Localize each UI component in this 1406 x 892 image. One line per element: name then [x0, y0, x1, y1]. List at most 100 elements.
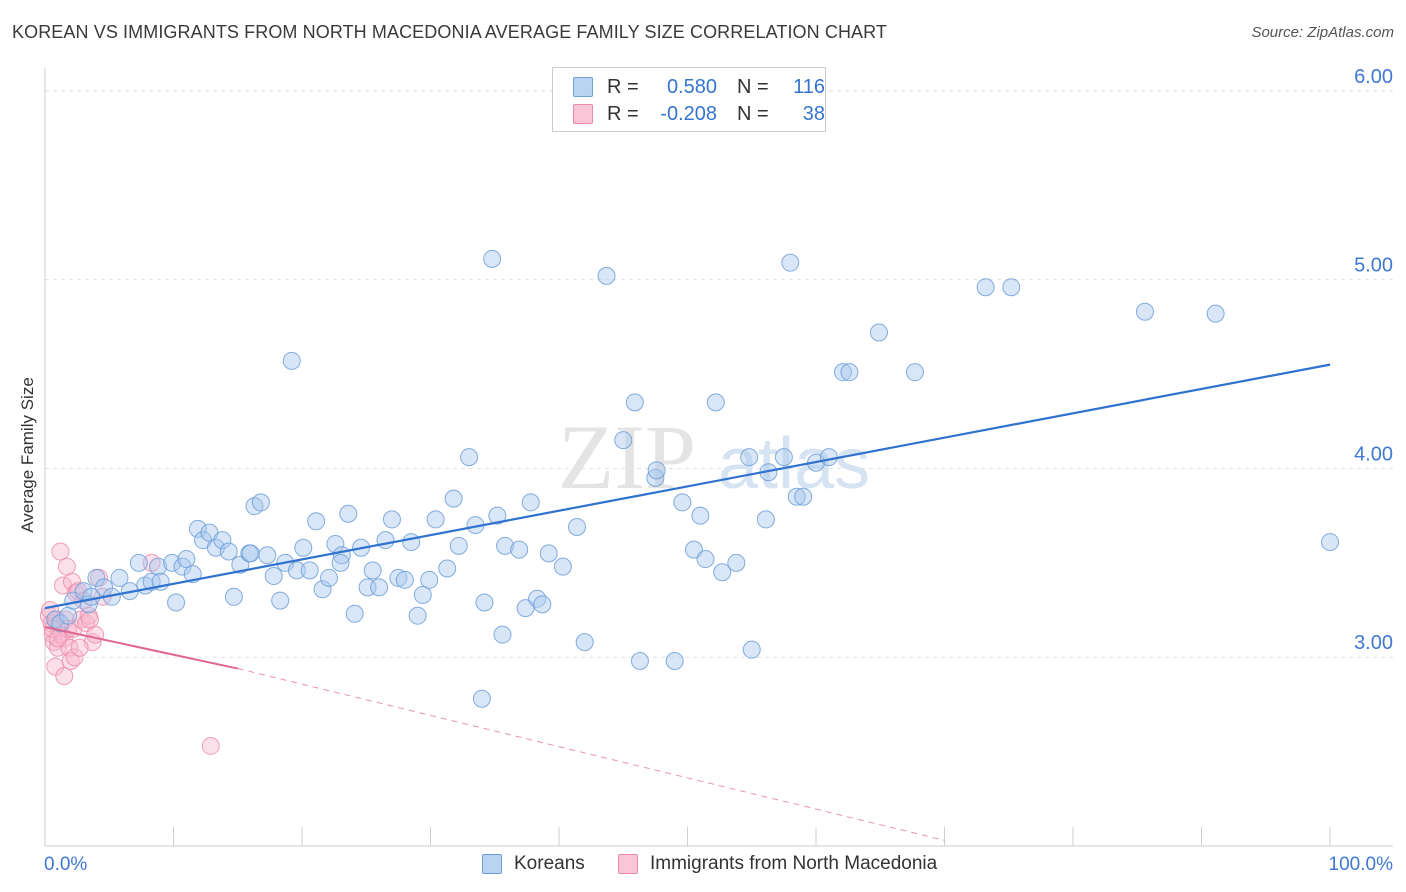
legend-n-label: N =: [737, 75, 769, 98]
legend-swatch-blue: [482, 854, 502, 874]
x-tick-label: 100.0%: [1329, 854, 1394, 875]
data-point-korean: [129, 553, 148, 572]
data-point-korean: [673, 493, 692, 512]
axes: [44, 68, 1393, 847]
data-point-korean: [691, 506, 710, 525]
data-point-korean: [833, 363, 852, 382]
data-point-korean: [389, 568, 408, 587]
data-point-korean: [553, 557, 572, 576]
data-point-korean: [213, 531, 232, 550]
data-point-korean: [287, 561, 306, 580]
trend-lines: [44, 363, 1331, 841]
data-point-korean: [300, 561, 319, 580]
data-point-korean: [539, 544, 558, 563]
data-point-korean: [313, 580, 332, 599]
data-point-korean: [395, 570, 414, 589]
data-point-korean: [420, 570, 439, 589]
legend-r-label: R =: [607, 75, 639, 98]
bottom-legend-koreans: Koreans: [482, 851, 585, 877]
data-point-korean: [597, 266, 616, 285]
data-point-korean: [625, 393, 644, 412]
data-point-korean: [345, 604, 364, 623]
data-point-korean: [51, 614, 70, 633]
chart-source: Source: ZipAtlas.com: [1251, 24, 1394, 41]
legend-row-macedonia: R = -0.208 N = 38: [573, 102, 825, 126]
legend-row-koreans: R = 0.580 N = 116: [573, 75, 825, 99]
data-point-korean: [188, 519, 207, 538]
data-point-macedonia: [55, 667, 74, 686]
data-point-korean: [402, 533, 421, 552]
data-point-korean: [460, 448, 479, 467]
legend-n-value: 116: [793, 75, 825, 98]
data-point-macedonia: [70, 638, 89, 657]
data-point-korean: [167, 593, 186, 612]
data-point-korean: [706, 393, 725, 412]
data-point-korean: [319, 568, 338, 587]
watermark-zip: ZIP: [558, 406, 696, 508]
data-point-korean: [521, 493, 540, 512]
data-point-macedonia: [86, 625, 105, 644]
blue-series: [46, 249, 1339, 708]
data-point-macedonia: [201, 736, 220, 755]
data-point-macedonia: [80, 610, 99, 629]
legend-r-value: -0.208: [660, 102, 717, 125]
trend-line-koreans: [44, 363, 1331, 610]
legend-label-koreans: Koreans: [514, 853, 585, 874]
data-point-korean: [496, 536, 515, 555]
data-point-korean: [1002, 278, 1021, 297]
data-point-korean: [475, 593, 494, 612]
data-point-korean: [408, 606, 427, 625]
data-point-korean: [774, 448, 793, 467]
legend-n-label: N =: [737, 102, 769, 125]
legend-swatch-pink: [573, 104, 593, 124]
data-point-korean: [282, 351, 301, 370]
data-point-korean: [781, 253, 800, 272]
data-point-korean: [271, 591, 290, 610]
data-point-macedonia: [65, 648, 84, 667]
legend-swatch-blue: [573, 77, 593, 97]
y-tick-label: 5.00: [1354, 255, 1393, 277]
data-point-macedonia: [48, 629, 67, 648]
data-point-korean: [794, 487, 813, 506]
data-point-korean: [727, 553, 746, 572]
data-point-korean: [646, 468, 665, 487]
y-tick-label: 3.00: [1354, 632, 1393, 654]
data-point-korean: [149, 557, 168, 576]
data-point-macedonia: [57, 557, 76, 576]
data-point-korean: [696, 550, 715, 569]
x-tick-label: 0.0%: [44, 854, 87, 875]
data-point-korean: [614, 431, 633, 450]
data-point-korean: [713, 563, 732, 582]
data-point-korean: [488, 506, 507, 525]
data-point-korean: [59, 606, 78, 625]
data-point-korean: [241, 544, 260, 563]
data-point-korean: [438, 559, 457, 578]
data-point-korean: [533, 595, 552, 614]
data-point-korean: [647, 461, 666, 480]
data-point-korean: [331, 553, 350, 572]
data-point-korean: [382, 510, 401, 529]
data-point-korean: [1135, 302, 1154, 321]
data-point-korean: [869, 323, 888, 342]
data-point-korean: [294, 538, 313, 557]
data-point-korean: [575, 633, 594, 652]
data-point-korean: [449, 536, 468, 555]
data-point-korean: [258, 546, 277, 565]
data-point-korean: [163, 553, 182, 572]
data-point-korean: [339, 504, 358, 523]
chart-title: KOREAN VS IMMIGRANTS FROM NORTH MACEDONI…: [12, 22, 888, 42]
data-point-korean: [82, 587, 101, 606]
data-point-korean: [370, 578, 389, 597]
data-point-korean: [264, 567, 283, 586]
data-point-korean: [510, 540, 529, 559]
legend-r-label: R =: [607, 102, 639, 125]
grid-lines: [45, 90, 1393, 658]
bottom-legend-macedonia: Immigrants from North Macedonia: [618, 851, 937, 877]
data-point-korean: [787, 487, 806, 506]
data-point-korean: [251, 493, 270, 512]
data-point-korean: [630, 651, 649, 670]
pink-series: [39, 542, 220, 755]
data-point-korean: [1321, 533, 1339, 552]
data-point-korean: [905, 363, 924, 382]
data-point-korean: [976, 278, 995, 297]
